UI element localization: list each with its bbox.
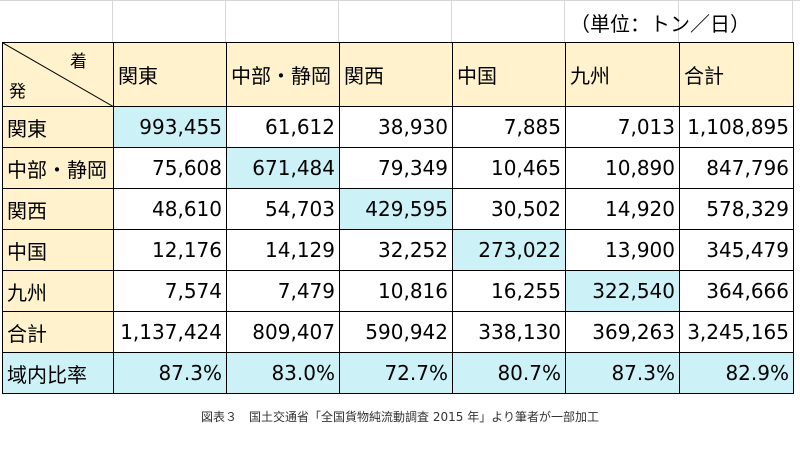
departure-label: 発 [9, 82, 26, 102]
table-row: 九州 7,574 7,479 10,816 16,255 322,540 364… [2, 270, 794, 312]
table-cell: 32,252 [339, 229, 453, 271]
table-cell: 10,465 [452, 147, 566, 189]
table-cell: 7,574 [113, 270, 227, 312]
row-header: 中国 [2, 229, 114, 271]
column-header: 中部・静岡 [226, 42, 340, 107]
ratio-cell: 72.7% [339, 352, 453, 394]
table-cell: 54,703 [226, 188, 340, 230]
table-cell: 7,885 [452, 106, 566, 148]
column-header: 中国 [452, 42, 566, 107]
table-cell: 10,816 [339, 270, 453, 312]
table-cell: 75,608 [113, 147, 227, 189]
arrival-label: 着 [70, 52, 87, 72]
table-cell: 578,329 [679, 188, 794, 230]
diagonal-divider [3, 43, 113, 106]
table-cell: 14,129 [226, 229, 340, 271]
table-cell: 364,666 [679, 270, 794, 312]
total-row: 合計 1,137,424 809,407 590,942 338,130 369… [2, 311, 794, 353]
column-header: 関東 [113, 42, 227, 107]
ratio-row: 域内比率 87.3% 83.0% 72.7% 80.7% 87.3% 82.9% [2, 352, 794, 394]
table-cell: 993,455 [113, 106, 227, 148]
row-header: 合計 [2, 311, 114, 353]
table-row: 関西 48,610 54,703 429,595 30,502 14,920 5… [2, 188, 794, 230]
table-row: 中国 12,176 14,129 32,252 273,022 13,900 3… [2, 229, 794, 271]
table-cell: 48,610 [113, 188, 227, 230]
table-cell: 322,540 [565, 270, 680, 312]
row-header: 関西 [2, 188, 114, 230]
ratio-cell: 83.0% [226, 352, 340, 394]
table-cell: 13,900 [565, 229, 680, 271]
total-cell: 590,942 [339, 311, 453, 353]
freight-flow-table: 着 発 関東 中部・静岡 関西 中国 九州 合計 関東 993,455 61,6… [2, 42, 794, 394]
table-cell: 14,920 [565, 188, 680, 230]
column-header: 九州 [565, 42, 680, 107]
spreadsheet-gridlines [0, 0, 800, 42]
total-cell: 1,137,424 [113, 311, 227, 353]
table-cell: 10,890 [565, 147, 680, 189]
table-cell: 16,255 [452, 270, 566, 312]
row-header: 九州 [2, 270, 114, 312]
total-cell: 369,263 [565, 311, 680, 353]
row-header: 域内比率 [2, 352, 114, 394]
total-cell: 338,130 [452, 311, 566, 353]
table-cell: 61,612 [226, 106, 340, 148]
table-cell: 273,022 [452, 229, 566, 271]
table-cell: 12,176 [113, 229, 227, 271]
row-header: 中部・静岡 [2, 147, 114, 189]
table-row: 関東 993,455 61,612 38,930 7,885 7,013 1,1… [2, 106, 794, 148]
column-header: 合計 [679, 42, 794, 107]
table-cell: 38,930 [339, 106, 453, 148]
table-cell: 79,349 [339, 147, 453, 189]
table-cell: 345,479 [679, 229, 794, 271]
total-cell: 3,245,165 [679, 311, 794, 353]
table-cell: 671,484 [226, 147, 340, 189]
table-cell: 1,108,895 [679, 106, 794, 148]
unit-label: （単位：トン／日） [570, 12, 750, 36]
table-cell: 30,502 [452, 188, 566, 230]
header-row: 着 発 関東 中部・静岡 関西 中国 九州 合計 [2, 42, 794, 107]
table-cell: 429,595 [339, 188, 453, 230]
figure-caption: 図表３ 国土交通省「全国貨物純流動調査 2015 年」より筆者が一部加工 [201, 410, 599, 424]
ratio-cell: 80.7% [452, 352, 566, 394]
total-cell: 809,407 [226, 311, 340, 353]
ratio-cell: 82.9% [679, 352, 794, 394]
corner-header-cell: 着 発 [2, 42, 114, 107]
ratio-cell: 87.3% [113, 352, 227, 394]
table-cell: 847,796 [679, 147, 794, 189]
table-cell: 7,479 [226, 270, 340, 312]
table-cell: 7,013 [565, 106, 680, 148]
row-header: 関東 [2, 106, 114, 148]
table-row: 中部・静岡 75,608 671,484 79,349 10,465 10,89… [2, 147, 794, 189]
ratio-cell: 87.3% [565, 352, 680, 394]
column-header: 関西 [339, 42, 453, 107]
